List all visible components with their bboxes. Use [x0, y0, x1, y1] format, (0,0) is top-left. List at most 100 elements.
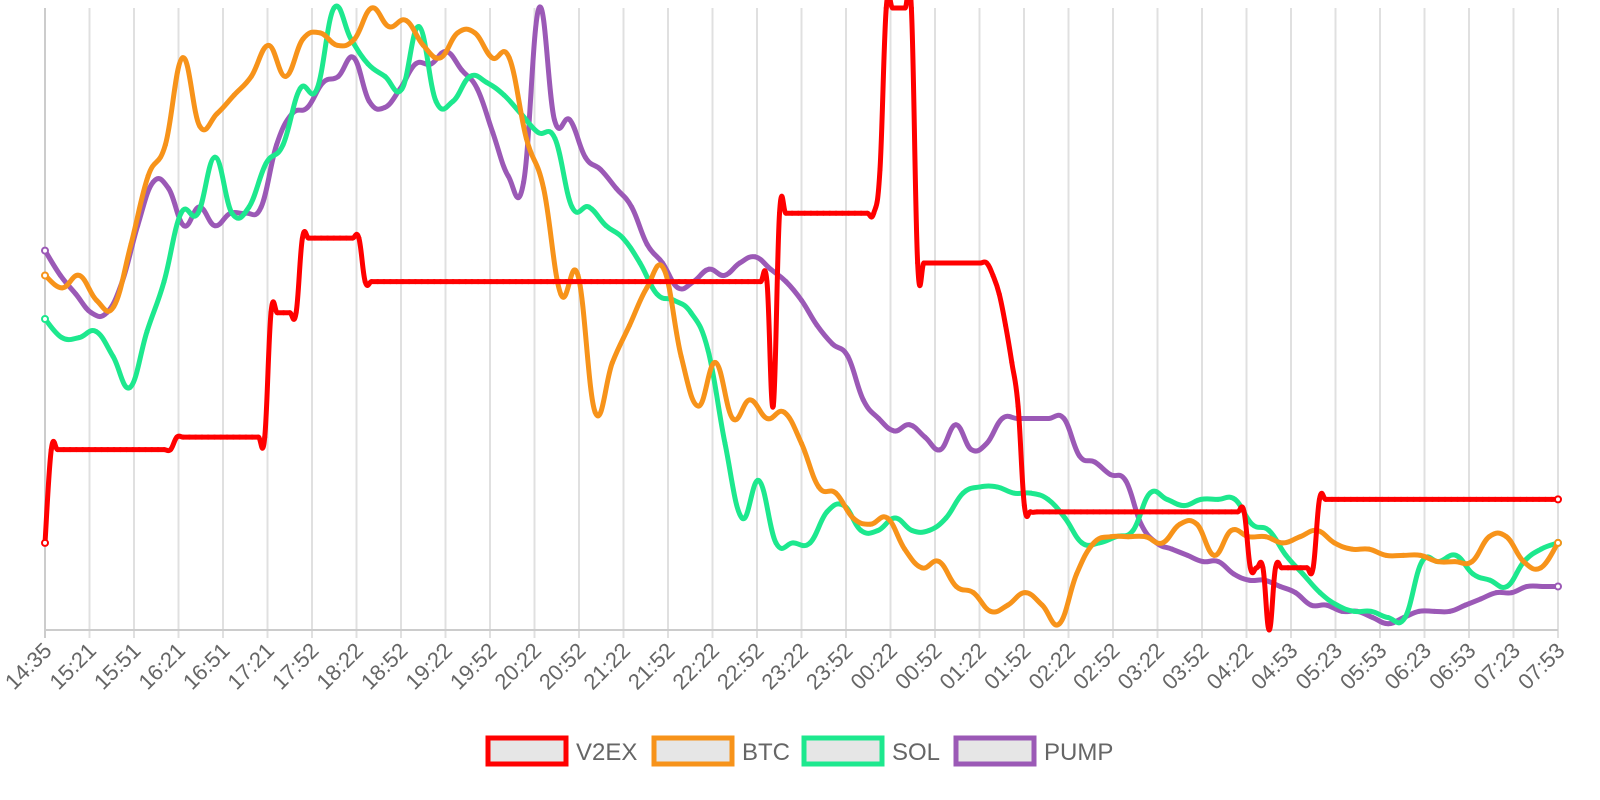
data-point[interactable]: [1231, 571, 1237, 577]
data-point[interactable]: [1370, 615, 1376, 621]
data-point[interactable]: [1185, 509, 1191, 515]
data-point[interactable]: [1316, 496, 1322, 502]
data-point[interactable]: [300, 36, 306, 42]
data-point[interactable]: [657, 279, 663, 285]
data-point[interactable]: [181, 223, 187, 229]
data-point[interactable]: [150, 179, 156, 185]
data-point[interactable]: [720, 279, 726, 285]
data-point[interactable]: [953, 422, 959, 428]
data-point[interactable]: [919, 565, 925, 571]
data-point[interactable]: [1056, 621, 1062, 627]
data-point[interactable]: [130, 447, 136, 453]
data-point[interactable]: [926, 527, 932, 533]
data-point[interactable]: [387, 279, 393, 285]
data-point[interactable]: [737, 260, 743, 266]
data-point[interactable]: [199, 434, 205, 440]
data-point[interactable]: [845, 353, 851, 359]
data-point[interactable]: [1072, 509, 1078, 515]
data-point[interactable]: [1045, 496, 1051, 502]
data-point[interactable]: [896, 5, 902, 11]
data-point[interactable]: [212, 434, 218, 440]
data-point[interactable]: [304, 105, 310, 111]
data-point[interactable]: [940, 260, 946, 266]
data-point[interactable]: [331, 235, 337, 241]
data-point[interactable]: [824, 509, 830, 515]
data-point[interactable]: [670, 279, 676, 285]
data-point[interactable]: [382, 73, 388, 79]
data-point[interactable]: [1134, 509, 1140, 515]
data-point[interactable]: [1331, 540, 1337, 546]
data-point[interactable]: [1538, 546, 1544, 552]
legend-label[interactable]: BTC: [742, 739, 790, 766]
data-point[interactable]: [551, 117, 557, 123]
data-point[interactable]: [713, 360, 719, 366]
data-point[interactable]: [1310, 565, 1316, 571]
data-point[interactable]: [297, 86, 303, 92]
data-point[interactable]: [111, 447, 117, 453]
data-point[interactable]: [521, 179, 527, 185]
data-point[interactable]: [582, 154, 588, 160]
data-point[interactable]: [1385, 621, 1391, 627]
data-point[interactable]: [1453, 552, 1459, 558]
data-point[interactable]: [1232, 496, 1238, 502]
data-point[interactable]: [403, 17, 409, 23]
data-point[interactable]: [1462, 602, 1468, 608]
data-point[interactable]: [1211, 552, 1217, 558]
data-point[interactable]: [41, 246, 49, 255]
data-point[interactable]: [501, 92, 507, 98]
data-point[interactable]: [1308, 602, 1314, 608]
data-point[interactable]: [249, 434, 255, 440]
data-point[interactable]: [864, 210, 870, 216]
data-point[interactable]: [613, 279, 619, 285]
data-point[interactable]: [406, 279, 412, 285]
data-point[interactable]: [1554, 582, 1562, 591]
data-point[interactable]: [523, 136, 529, 142]
data-point[interactable]: [907, 422, 913, 428]
data-point[interactable]: [1197, 509, 1203, 515]
data-point[interactable]: [783, 279, 789, 285]
data-point[interactable]: [722, 440, 728, 446]
data-point[interactable]: [1469, 559, 1475, 565]
data-point[interactable]: [1509, 590, 1515, 596]
data-point[interactable]: [1373, 496, 1379, 502]
data-point[interactable]: [770, 403, 776, 409]
data-point[interactable]: [922, 434, 928, 440]
data-point[interactable]: [890, 5, 896, 11]
data-point[interactable]: [262, 434, 268, 440]
data-point[interactable]: [456, 279, 462, 285]
data-point[interactable]: [1447, 608, 1453, 614]
data-point[interactable]: [1400, 552, 1406, 558]
data-point[interactable]: [1159, 509, 1165, 515]
data-point[interactable]: [111, 304, 117, 310]
data-point[interactable]: [1334, 602, 1340, 608]
data-point[interactable]: [1046, 509, 1052, 515]
data-point[interactable]: [852, 210, 858, 216]
data-point[interactable]: [884, 515, 890, 521]
data-point[interactable]: [481, 279, 487, 285]
data-point[interactable]: [1030, 416, 1036, 422]
data-point[interactable]: [1455, 496, 1461, 502]
data-point[interactable]: [1360, 496, 1366, 502]
data-point[interactable]: [382, 105, 388, 111]
legend-item-btc[interactable]: BTC: [651, 735, 790, 767]
data-point[interactable]: [921, 260, 927, 266]
data-point[interactable]: [519, 279, 525, 285]
data-point[interactable]: [1039, 602, 1045, 608]
data-point[interactable]: [231, 92, 237, 98]
data-point[interactable]: [867, 521, 873, 527]
data-point[interactable]: [1521, 559, 1527, 565]
data-point[interactable]: [802, 210, 808, 216]
data-point[interactable]: [747, 397, 753, 403]
data-point[interactable]: [1554, 495, 1562, 504]
data-point[interactable]: [1169, 546, 1175, 552]
data-point[interactable]: [268, 310, 274, 316]
data-point[interactable]: [1123, 478, 1129, 484]
data-point[interactable]: [1246, 577, 1252, 583]
data-point[interactable]: [1130, 527, 1136, 533]
data-point[interactable]: [178, 210, 184, 216]
data-point[interactable]: [943, 515, 949, 521]
data-point[interactable]: [1181, 503, 1187, 509]
data-point[interactable]: [93, 328, 99, 334]
data-point[interactable]: [563, 279, 569, 285]
data-point[interactable]: [927, 260, 933, 266]
